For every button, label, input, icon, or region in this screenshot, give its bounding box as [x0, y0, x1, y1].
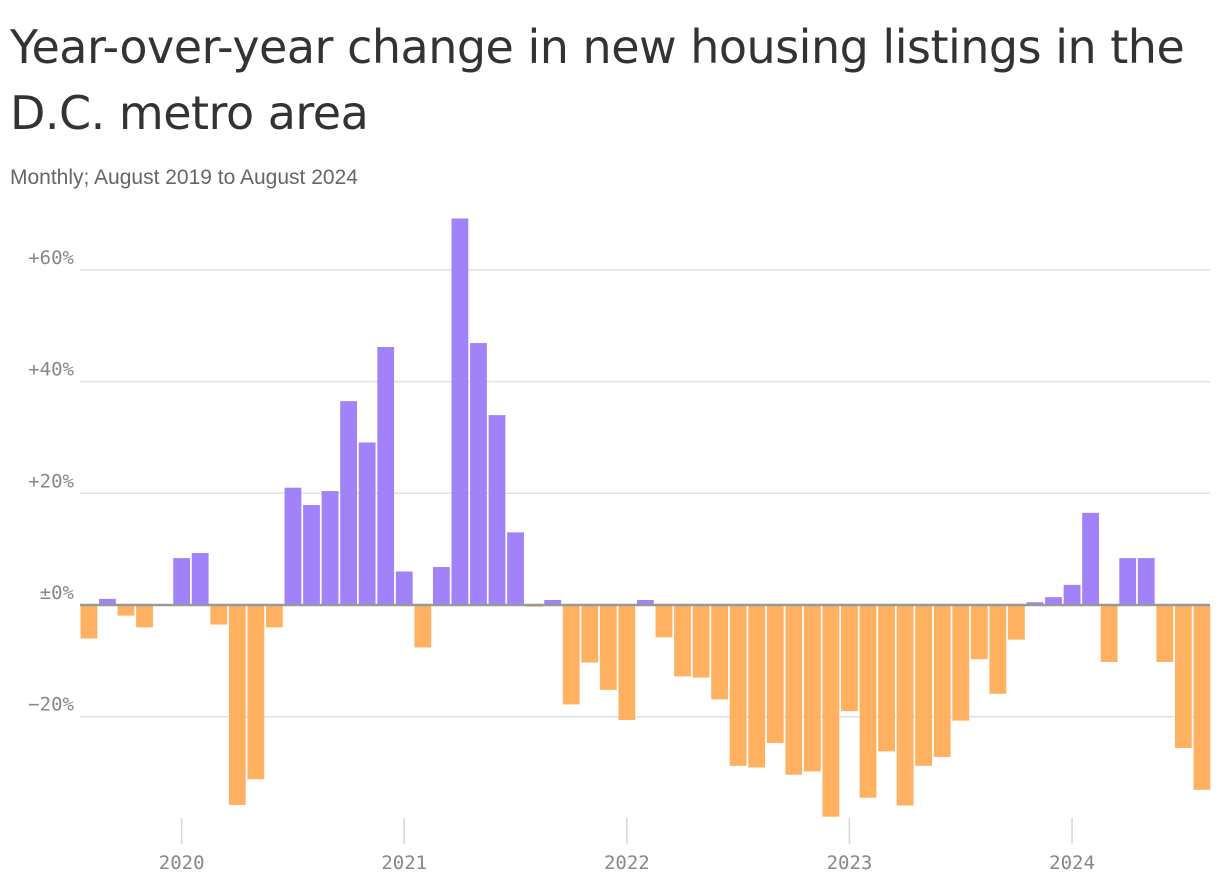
bar-2021-09 — [544, 599, 562, 605]
bar-2023-06 — [933, 605, 951, 757]
chart-title: Year-over-year change in new housing lis… — [10, 20, 1185, 140]
bar-2020-08 — [303, 505, 320, 605]
x-tick-label: 2023 — [827, 852, 873, 874]
bar-2022-07 — [729, 605, 747, 766]
bar-2020-07 — [284, 487, 302, 605]
bar-2022-10 — [785, 605, 803, 775]
bar-2024-01 — [1063, 584, 1081, 605]
bar-2021-03 — [432, 567, 450, 605]
y-tick-label: ±0% — [40, 582, 75, 604]
bar-2019-09 — [99, 598, 116, 605]
bar-2023-10 — [1008, 605, 1025, 640]
bar-2023-07 — [952, 605, 970, 721]
y-tick-label: +40% — [28, 359, 74, 381]
bar-2023-11 — [1026, 602, 1044, 605]
bar-2024-04 — [1119, 558, 1137, 605]
bar-2021-10 — [562, 605, 580, 705]
bar-2023-02 — [859, 605, 877, 798]
x-tick-label: 2022 — [604, 852, 650, 874]
bar-2020-03 — [210, 605, 228, 625]
grid-lines — [80, 269, 1210, 718]
bar-2023-05 — [915, 605, 933, 766]
bar-2021-11 — [581, 605, 599, 663]
bar-2023-09 — [989, 605, 1007, 694]
bar-2021-05 — [470, 343, 487, 605]
bar-2024-05 — [1137, 558, 1155, 605]
bar-2023-08 — [970, 605, 988, 660]
bar-2022-03 — [655, 605, 673, 638]
bar-2022-08 — [748, 605, 766, 768]
bar-2021-06 — [488, 415, 506, 605]
bar-2022-11 — [803, 605, 821, 772]
x-tick-label: 2020 — [159, 852, 205, 874]
bar-2024-07 — [1174, 605, 1192, 748]
chart-subtitle: Monthly; August 2019 to August 2024 — [10, 166, 358, 189]
bar-2020-05 — [247, 605, 265, 780]
bar-2024-02 — [1082, 512, 1099, 605]
bar-2022-09 — [766, 605, 784, 743]
bar-2023-12 — [1045, 597, 1062, 605]
bar-2022-04 — [674, 605, 691, 677]
bar-2021-07 — [507, 532, 524, 605]
bar-2020-11 — [358, 442, 376, 605]
x-tick-label: 2021 — [381, 852, 427, 874]
y-tick-label: +20% — [28, 470, 74, 492]
bar-2022-06 — [711, 605, 728, 700]
bar-2021-04 — [451, 218, 469, 605]
bar-2024-08 — [1193, 605, 1211, 790]
bar-2022-12 — [822, 605, 840, 817]
y-tick-label: +60% — [28, 247, 74, 269]
bar-2024-06 — [1156, 605, 1174, 662]
bar-2020-10 — [340, 401, 357, 605]
bar-2019-08 — [80, 605, 98, 639]
bar-2023-03 — [878, 605, 895, 752]
bar-2019-11 — [136, 605, 153, 628]
bar-2021-01 — [395, 571, 413, 605]
x-tick-label: 2024 — [1049, 852, 1095, 874]
bar-2020-09 — [321, 491, 339, 605]
bar-2024-03 — [1100, 605, 1118, 662]
bar-2020-12 — [377, 346, 395, 605]
bar-2019-10 — [117, 605, 135, 616]
bar-2020-04 — [228, 605, 246, 805]
bar-2022-05 — [692, 605, 710, 678]
axes: +60% +40% +20% ±0% −20% 2020 2021 2022 2023 2024 — [28, 247, 1210, 874]
bar-2020-06 — [266, 605, 283, 628]
bar-2022-01 — [618, 605, 636, 721]
bar-2022-02 — [637, 599, 654, 605]
bar-2021-02 — [414, 605, 432, 648]
bars — [80, 218, 1211, 817]
bar-2023-04 — [896, 605, 914, 806]
bar-2020-02 — [191, 553, 209, 605]
bar-2023-01 — [841, 605, 858, 712]
y-tick-label: −20% — [28, 694, 74, 716]
bar-2020-01 — [173, 558, 191, 605]
bar-2021-12 — [599, 605, 617, 690]
